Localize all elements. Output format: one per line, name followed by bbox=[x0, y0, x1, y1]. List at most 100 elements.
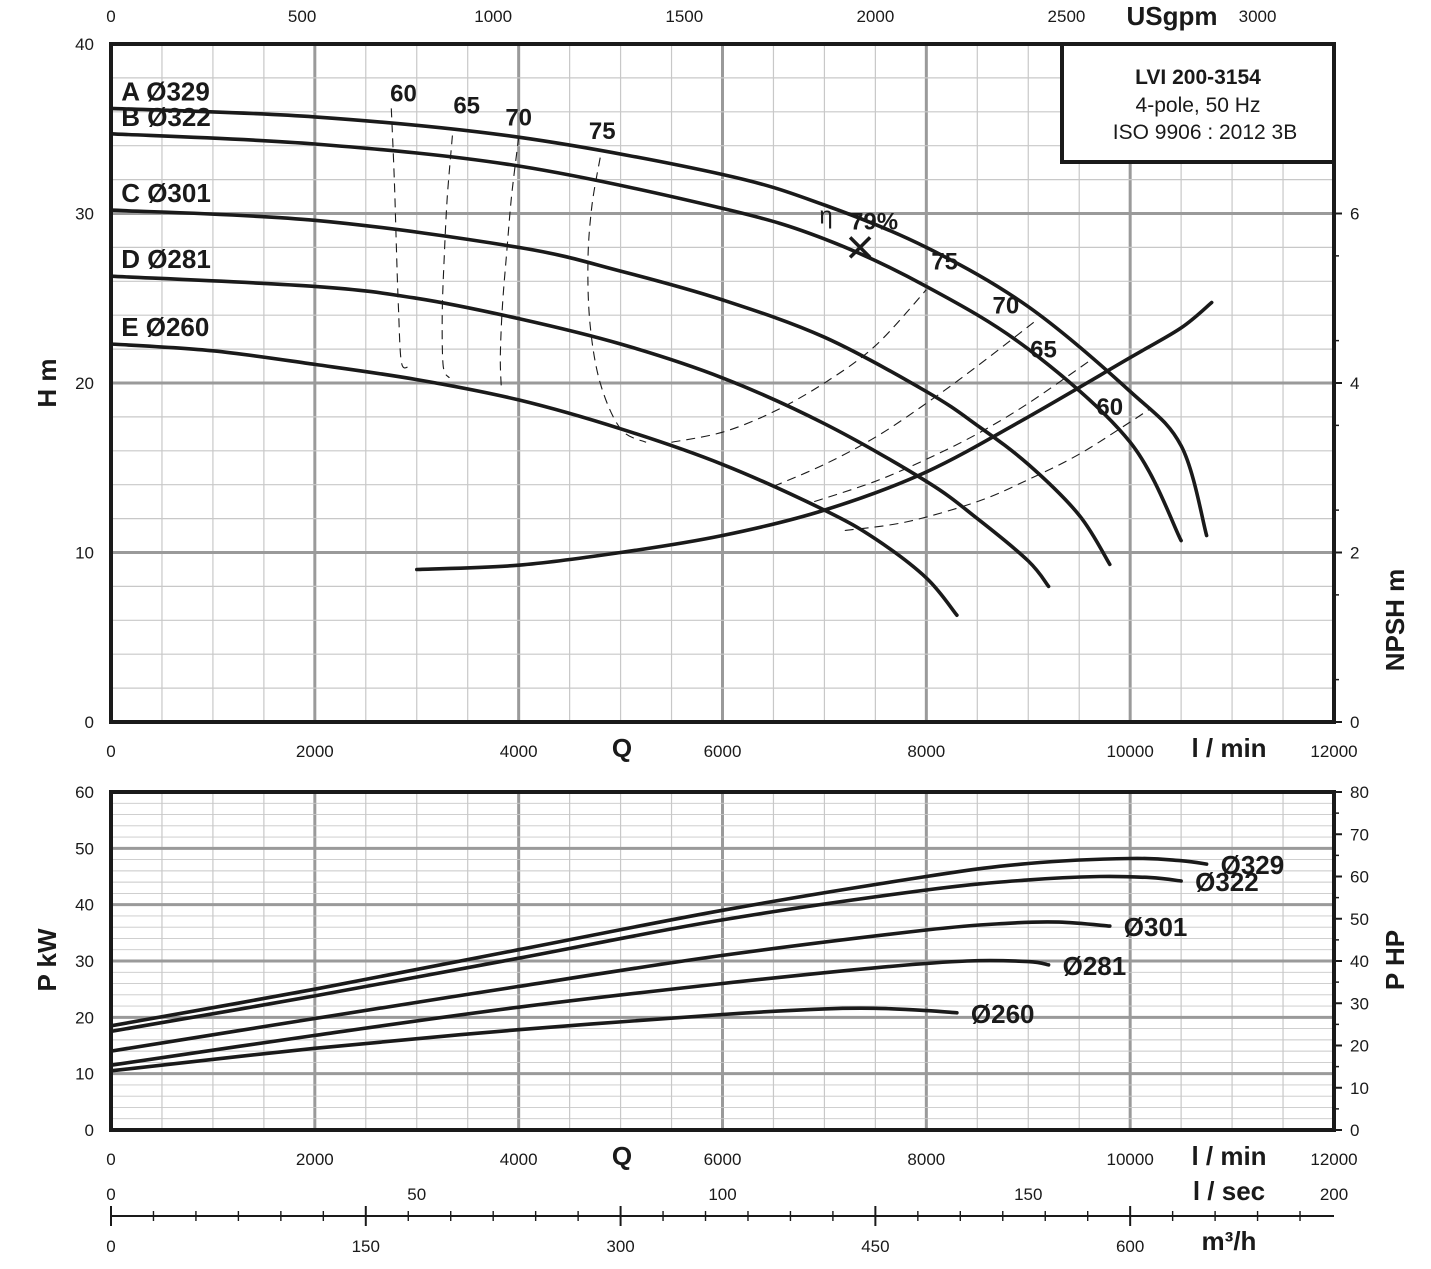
head-curve-label-b-d322: B Ø322 bbox=[121, 102, 211, 132]
power-hp-tick-label: 0 bbox=[1350, 1121, 1359, 1140]
npsh-curve bbox=[415, 300, 1214, 572]
usgpm-tick-label: 3000 bbox=[1239, 7, 1277, 26]
lmin-tick-label-bottom: 4000 bbox=[500, 1150, 538, 1169]
q-symbol-top: Q bbox=[612, 733, 632, 763]
head-curve-label-e-d260: E Ø260 bbox=[121, 312, 209, 342]
head-curve-label-a-d329: A Ø329 bbox=[121, 76, 210, 106]
head-tick-label: 20 bbox=[75, 374, 94, 393]
usgpm-tick-label: 0 bbox=[106, 7, 115, 26]
m3h-tick-label: 450 bbox=[861, 1237, 889, 1256]
efficiency-line-60 bbox=[844, 407, 1151, 532]
lmin-tick-label-bottom: 8000 bbox=[907, 1150, 945, 1169]
power-curve-label-d301: Ø301 bbox=[1124, 912, 1188, 942]
head-tick-label: 30 bbox=[75, 205, 94, 224]
bep-cross-b bbox=[848, 236, 872, 259]
usgpm-tick-label: 2500 bbox=[1048, 7, 1086, 26]
power-grid bbox=[111, 792, 1334, 1130]
head-curve-label-d-d281: D Ø281 bbox=[121, 244, 211, 274]
power-hp-axis-label: P HP bbox=[1380, 930, 1410, 990]
power-curve-label-d329: Ø329 bbox=[1221, 850, 1285, 880]
power-hp-tick-label: 10 bbox=[1350, 1079, 1369, 1098]
npsh-tick-label: 6 bbox=[1350, 205, 1359, 224]
power-kw-tick-label: 20 bbox=[75, 1008, 94, 1027]
power-hp-tick-label: 20 bbox=[1350, 1037, 1369, 1056]
q-symbol-bottom: Q bbox=[612, 1141, 632, 1171]
power-kw-tick-label: 60 bbox=[75, 783, 94, 802]
efficiency-label-60: 60 bbox=[390, 81, 417, 108]
lmin-unit-top: l / min bbox=[1191, 733, 1266, 763]
head-grid bbox=[111, 44, 1334, 722]
head-axis-label: H m bbox=[32, 358, 62, 407]
lsec-tick-label: 100 bbox=[708, 1185, 736, 1204]
efficiency-label-65: 65 bbox=[453, 92, 480, 119]
lsec-tick-label: 0 bbox=[106, 1185, 115, 1204]
head-curve-d-d281 bbox=[109, 274, 1051, 589]
efficiency-line-70 bbox=[499, 137, 520, 389]
power-curve-d322 bbox=[109, 874, 1183, 1034]
power-kw-tick-label: 30 bbox=[75, 952, 94, 971]
m3h-unit-label: m³/h bbox=[1202, 1226, 1257, 1256]
power-kw-tick-label: 0 bbox=[85, 1121, 94, 1140]
efficiency-label-75: 75 bbox=[589, 118, 616, 145]
power-kw-axis-label: P kW bbox=[32, 928, 62, 992]
m3h-tick-label: 0 bbox=[106, 1237, 115, 1256]
lmin-tick-label-bottom: 12000 bbox=[1310, 1150, 1357, 1169]
lmin-unit-bottom: l / min bbox=[1191, 1141, 1266, 1171]
head-tick-label: 40 bbox=[75, 35, 94, 54]
efficiency-line-75 bbox=[671, 289, 927, 443]
usgpm-tick-label: 2000 bbox=[856, 7, 894, 26]
power-hp-tick-label: 30 bbox=[1350, 994, 1369, 1013]
lsec-tick-label: 50 bbox=[407, 1185, 426, 1204]
efficiency-label-60: 60 bbox=[1096, 394, 1123, 421]
power-curve-d281 bbox=[109, 958, 1051, 1067]
lsec-tick-label: 150 bbox=[1014, 1185, 1042, 1204]
lmin-tick-label-top: 6000 bbox=[704, 742, 742, 761]
lmin-tick-label-top: 10000 bbox=[1107, 742, 1154, 761]
head-tick-label: 0 bbox=[85, 713, 94, 732]
power-hp-tick-label: 40 bbox=[1350, 952, 1369, 971]
lsec-unit-label: l / sec bbox=[1193, 1176, 1265, 1206]
info-box: LVI 200-3154 4-pole, 50 Hz ISO 9906 : 20… bbox=[1060, 42, 1336, 164]
usgpm-tick-label: 1500 bbox=[665, 7, 703, 26]
lmin-tick-label-top: 0 bbox=[106, 742, 115, 761]
npsh-tick-label: 2 bbox=[1350, 544, 1359, 563]
bep-efficiency-label: 79% bbox=[850, 208, 898, 235]
power-kw-tick-label: 50 bbox=[75, 839, 94, 858]
head-curve-b-d322 bbox=[109, 132, 1183, 543]
lmin-tick-label-bottom: 0 bbox=[106, 1150, 115, 1169]
eta-symbol: η bbox=[819, 202, 832, 229]
power-kw-tick-label: 40 bbox=[75, 896, 94, 915]
power-hp-tick-label: 70 bbox=[1350, 825, 1369, 844]
efficiency-line-60 bbox=[390, 108, 410, 369]
info-box-frame bbox=[1060, 42, 1336, 164]
info-box-title: LVI 200-3154 bbox=[1135, 66, 1261, 89]
m3h-tick-label: 600 bbox=[1116, 1237, 1144, 1256]
lmin-tick-label-top: 8000 bbox=[907, 742, 945, 761]
usgpm-tick-label: 1000 bbox=[474, 7, 512, 26]
usgpm-unit-label: USgpm bbox=[1127, 1, 1218, 31]
head-tick-label: 10 bbox=[75, 544, 94, 563]
efficiency-line-75 bbox=[587, 157, 647, 443]
power-hp-tick-label: 50 bbox=[1350, 910, 1369, 929]
power-kw-tick-label: 10 bbox=[75, 1065, 94, 1084]
efficiency-line-70 bbox=[773, 318, 1039, 487]
power-curve-label-d322: Ø322 bbox=[1195, 867, 1259, 897]
lmin-tick-label-top: 12000 bbox=[1310, 742, 1357, 761]
power-curve-label-d260: Ø260 bbox=[971, 999, 1035, 1029]
lmin-tick-label-bottom: 10000 bbox=[1107, 1150, 1154, 1169]
power-hp-tick-label: 60 bbox=[1350, 868, 1369, 887]
lmin-tick-label-top: 4000 bbox=[500, 742, 538, 761]
lmin-tick-label-bottom: 2000 bbox=[296, 1150, 334, 1169]
npsh-tick-label: 4 bbox=[1350, 374, 1359, 393]
efficiency-line-65 bbox=[814, 360, 1090, 503]
m3h-axis: 0 150 300 450 600 bbox=[106, 1206, 1334, 1256]
lmin-tick-label-bottom: 6000 bbox=[704, 1150, 742, 1169]
m3h-tick-label: 150 bbox=[352, 1237, 380, 1256]
npsh-tick-label: 0 bbox=[1350, 713, 1359, 732]
head-curve-c-d301 bbox=[109, 208, 1112, 567]
m3h-tick-label: 300 bbox=[606, 1237, 634, 1256]
